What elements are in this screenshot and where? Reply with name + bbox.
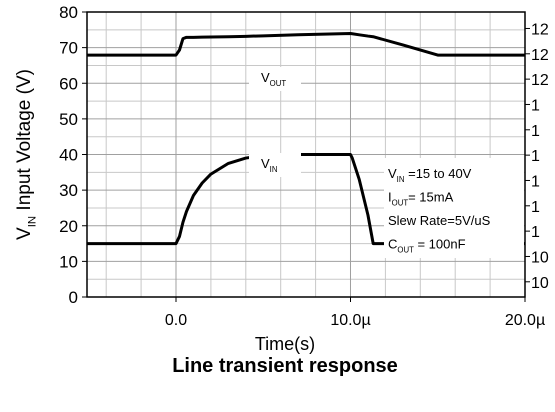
y-tick-label: 80 xyxy=(59,3,78,22)
y-axis-label: VIN Input Voltage (V) xyxy=(14,69,39,240)
annotation: VIN =15 to 40V xyxy=(388,166,472,184)
x-tick-label: 20.0µ xyxy=(505,312,545,329)
series-label: VIN xyxy=(261,156,277,174)
annotation-main: V xyxy=(388,166,397,181)
label-bg xyxy=(249,153,301,177)
x-axis-label: Time(s) xyxy=(255,334,315,354)
y2-tick-label: 1 xyxy=(531,173,540,190)
plot-frame xyxy=(86,11,526,298)
annotation-rest: = 15mA xyxy=(408,190,453,205)
y2-tick-label: 10 xyxy=(531,275,549,292)
y-tick-label: 10 xyxy=(59,252,78,271)
series-label-sub: IN xyxy=(270,165,278,174)
y2-tick-label: 1 xyxy=(531,199,540,216)
annotation-sub: OUT xyxy=(397,245,414,254)
series-line xyxy=(87,32,525,57)
y2-tick-label: 10 xyxy=(531,249,549,266)
y-tick-label: 60 xyxy=(59,74,78,93)
label-bg xyxy=(249,67,301,91)
annotation: COUT = 100nF xyxy=(388,237,466,255)
y-axis-label-main: V xyxy=(14,227,35,240)
y-tick-label: 70 xyxy=(59,39,78,58)
y2-tick-label: 1 xyxy=(531,97,540,114)
series-label-main: V xyxy=(261,156,270,171)
series-label-sub: OUT xyxy=(270,79,287,88)
y-tick-label: 30 xyxy=(59,181,78,200)
y-axis-label-sub: IN xyxy=(27,216,39,227)
y2-tick-label: 12 xyxy=(531,47,549,64)
y2-tick-label: 1 xyxy=(531,123,540,140)
chart-title: Line transient response xyxy=(172,355,398,377)
annotation-sub: IN xyxy=(397,175,405,184)
annotation-rest: =15 to 40V xyxy=(404,166,471,181)
annotation: Slew Rate=5V/uS xyxy=(388,213,491,228)
annotation: IOUT= 15mA xyxy=(388,190,454,208)
annotation-main: Slew Rate=5V/uS xyxy=(388,213,491,228)
annotation-rest: = 100nF xyxy=(414,237,466,252)
annotation-main: I xyxy=(388,190,392,205)
y-tick-label: 50 xyxy=(59,110,78,129)
annotation-sub: OUT xyxy=(392,198,409,207)
y2-tick-label: 12 xyxy=(531,72,549,89)
x-tick-label: 0.0 xyxy=(165,312,187,329)
y2-tick-label: 1 xyxy=(531,224,540,241)
y-tick-label: 20 xyxy=(59,217,78,236)
series-label-main: V xyxy=(261,70,270,85)
series-label: VOUT xyxy=(261,70,286,88)
y-tick-label: 40 xyxy=(59,146,78,165)
annotation-main: C xyxy=(388,237,397,252)
y2-tick-label: 12 xyxy=(531,21,549,38)
y-axis-label-rest: Input Voltage (V) xyxy=(14,69,35,216)
y-tick-label: 0 xyxy=(69,288,78,307)
x-tick-label: 10.0µ xyxy=(330,312,370,329)
annotation-bg xyxy=(384,158,524,258)
y2-tick-label: 1 xyxy=(531,148,540,165)
